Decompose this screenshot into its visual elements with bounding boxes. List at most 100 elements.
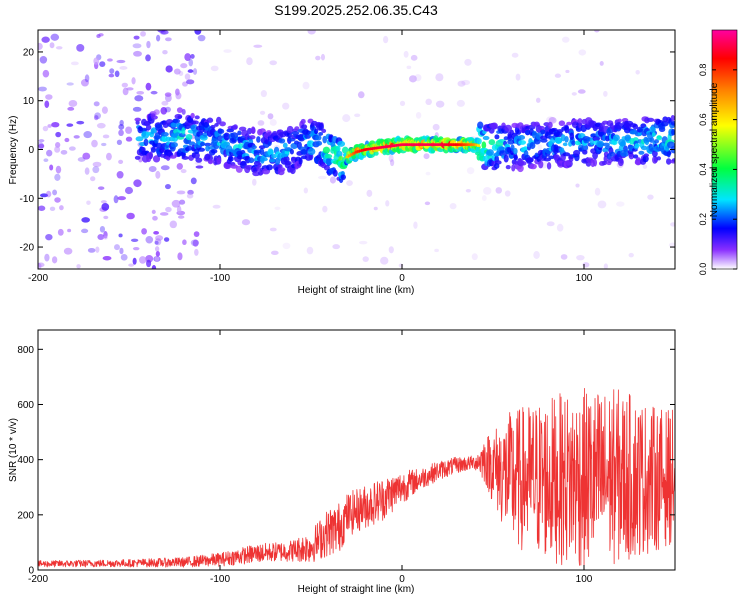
noise-blob (66, 82, 74, 86)
noise-blob (140, 31, 146, 37)
ridge-core (420, 143, 424, 146)
noise-blob (173, 68, 181, 75)
noise-blob (269, 60, 278, 66)
ridge-blob (134, 117, 142, 122)
noise-blob (132, 43, 142, 49)
noise-blob (180, 63, 188, 69)
noise-blob (86, 200, 91, 205)
y-tick-label: 800 (17, 345, 34, 356)
noise-blob (133, 50, 142, 57)
noise-blob (84, 167, 90, 175)
ridge-blob (633, 154, 639, 159)
noise-blob (55, 46, 63, 50)
noise-blob (38, 143, 45, 149)
ridge-blob (562, 152, 571, 157)
ridge-blob (260, 157, 268, 162)
ridge-blob (520, 161, 527, 166)
ridge-blob (269, 158, 276, 163)
noise-blob (132, 257, 137, 265)
ridge-blob (315, 135, 322, 141)
noise-blob (554, 73, 562, 78)
colorbar: 0.0 0.2 0.4 0.6 0.8 Normalized spectral ampl… (698, 29, 738, 275)
noise-blob (125, 126, 133, 134)
noise-blob (456, 99, 465, 107)
ridge-core (380, 145, 384, 149)
ridge-blob (284, 160, 292, 166)
y-tick-label: -10 (20, 194, 35, 205)
ridge-blob (582, 149, 588, 155)
noise-blob (148, 165, 157, 173)
ridge-core (444, 143, 448, 146)
ridge-blob (143, 138, 149, 147)
noise-blob (133, 179, 142, 188)
noise-blob (160, 106, 168, 115)
noise-blob (150, 90, 158, 95)
noise-blob (84, 74, 90, 83)
noise-blob (42, 125, 49, 132)
noise-blob (38, 262, 45, 268)
noise-blob (415, 111, 422, 119)
ridge-blob (518, 134, 526, 140)
noise-blob (190, 239, 200, 247)
ridge-blob (318, 122, 324, 131)
ridge-blob (161, 131, 169, 137)
ridge-core (411, 143, 415, 146)
ridge-blob (517, 164, 524, 173)
noise-blob (246, 57, 253, 66)
noise-blob (424, 201, 431, 206)
noise-blob (380, 256, 389, 265)
noise-blob (39, 193, 49, 198)
ridge-blob (322, 135, 327, 144)
noise-blob (616, 201, 625, 207)
noise-blob (536, 97, 541, 103)
ridge-blob (577, 118, 583, 124)
noise-blob (414, 74, 422, 82)
ridge-blob (140, 127, 148, 132)
x-tick-label: 100 (576, 273, 593, 284)
ridge-blob (488, 139, 496, 146)
noise-blob (597, 200, 607, 209)
ridge-blob (289, 166, 296, 175)
noise-blob (495, 187, 503, 194)
y-tick-label: -20 (20, 243, 35, 254)
noise-blob (647, 194, 654, 200)
noise-blob (92, 166, 100, 174)
noise-blob (99, 225, 106, 233)
ridge-blob (203, 121, 210, 128)
noise-blob (60, 149, 68, 155)
noise-blob (163, 237, 170, 242)
noise-blob (80, 78, 89, 87)
ridge-core (398, 143, 402, 147)
ridge-core (424, 143, 428, 146)
noise-blob (269, 119, 277, 126)
noise-blob (359, 240, 368, 245)
ridge-blob (200, 141, 205, 147)
ridge-blob (170, 122, 178, 128)
ridge-blob (332, 169, 338, 177)
noise-blob (192, 68, 198, 75)
noise-blob (346, 180, 353, 186)
ridge-blob (266, 164, 273, 171)
noise-blob (90, 176, 96, 182)
ridge-blob (529, 163, 537, 170)
ridge-blob (337, 140, 346, 147)
noise-blob (194, 248, 199, 256)
ridge-blob (540, 129, 546, 135)
ridge-blob (210, 149, 218, 154)
ridge-blob (321, 128, 327, 133)
ridge-core (413, 143, 417, 146)
ridge-blob (204, 142, 212, 147)
x-tick-label: 100 (576, 574, 593, 585)
noise-blob (223, 49, 232, 53)
ridge-blob (315, 140, 323, 146)
noise-blob (93, 101, 100, 107)
x-tick-label: -200 (28, 574, 48, 585)
snr-series-line (38, 388, 675, 568)
noise-blob (565, 69, 570, 74)
noise-blob (54, 173, 61, 181)
ridge-blob (670, 120, 675, 126)
noise-blob (103, 230, 108, 239)
noise-blob (165, 206, 172, 213)
ridge-core (446, 143, 450, 146)
ridge-blob (230, 164, 239, 169)
